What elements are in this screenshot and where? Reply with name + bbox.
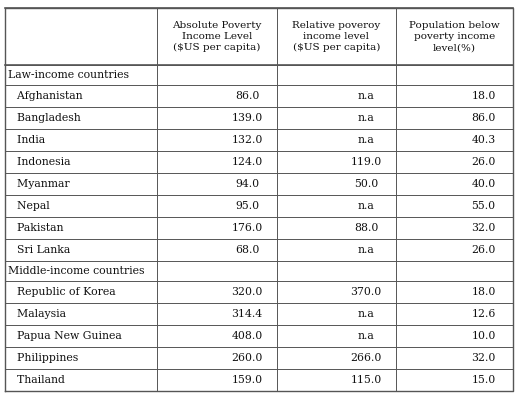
Text: Bangladesh: Bangladesh <box>10 113 81 123</box>
Text: 408.0: 408.0 <box>232 331 263 341</box>
Text: Absolute Poverty
Income Level
($US per capita): Absolute Poverty Income Level ($US per c… <box>172 21 262 52</box>
Text: 86.0: 86.0 <box>235 91 259 101</box>
Text: n.a: n.a <box>358 113 375 123</box>
Text: 86.0: 86.0 <box>471 113 496 123</box>
Text: Thailand: Thailand <box>10 375 65 385</box>
Text: n.a: n.a <box>358 331 375 341</box>
Text: 26.0: 26.0 <box>471 245 496 255</box>
Text: 40.0: 40.0 <box>471 179 496 189</box>
Text: 18.0: 18.0 <box>471 287 496 297</box>
Text: 32.0: 32.0 <box>471 353 496 363</box>
Text: Indonesia: Indonesia <box>10 157 71 167</box>
Text: 50.0: 50.0 <box>354 179 378 189</box>
Text: Sri Lanka: Sri Lanka <box>10 245 70 255</box>
Text: Republic of Korea: Republic of Korea <box>10 287 116 297</box>
Text: 32.0: 32.0 <box>471 223 496 233</box>
Text: n.a: n.a <box>358 201 375 211</box>
Text: Law-income countries: Law-income countries <box>8 70 128 80</box>
Text: 139.0: 139.0 <box>232 113 263 123</box>
Text: 260.0: 260.0 <box>231 353 263 363</box>
Text: 115.0: 115.0 <box>351 375 382 385</box>
Text: 94.0: 94.0 <box>235 179 259 189</box>
Text: 55.0: 55.0 <box>471 201 496 211</box>
Text: 40.3: 40.3 <box>471 135 496 145</box>
Text: 26.0: 26.0 <box>471 157 496 167</box>
Text: 95.0: 95.0 <box>235 201 259 211</box>
Text: India: India <box>10 135 46 145</box>
Text: 124.0: 124.0 <box>232 157 263 167</box>
Text: 159.0: 159.0 <box>232 375 263 385</box>
Text: 18.0: 18.0 <box>471 91 496 101</box>
Text: 132.0: 132.0 <box>231 135 263 145</box>
Text: Papua New Guinea: Papua New Guinea <box>10 331 122 341</box>
Text: 320.0: 320.0 <box>231 287 263 297</box>
Text: Population below
poverty income
level(%): Population below poverty income level(%) <box>409 21 500 52</box>
Text: 370.0: 370.0 <box>351 287 382 297</box>
Text: 119.0: 119.0 <box>351 157 382 167</box>
Text: 12.6: 12.6 <box>471 309 496 319</box>
Text: 176.0: 176.0 <box>232 223 263 233</box>
Text: Middle-income countries: Middle-income countries <box>8 266 144 276</box>
Text: Afghanistan: Afghanistan <box>10 91 83 101</box>
Text: 15.0: 15.0 <box>471 375 496 385</box>
Text: 314.4: 314.4 <box>232 309 263 319</box>
Text: n.a: n.a <box>358 245 375 255</box>
Text: Philippines: Philippines <box>10 353 79 363</box>
Text: Pakistan: Pakistan <box>10 223 64 233</box>
Text: 10.0: 10.0 <box>471 331 496 341</box>
Text: n.a: n.a <box>358 135 375 145</box>
Text: Nepal: Nepal <box>10 201 50 211</box>
Text: Myanmar: Myanmar <box>10 179 70 189</box>
Text: n.a: n.a <box>358 91 375 101</box>
Text: 266.0: 266.0 <box>351 353 382 363</box>
Text: n.a: n.a <box>358 309 375 319</box>
Text: Relative poveroy
income level
($US per capita): Relative poveroy income level ($US per c… <box>292 21 381 52</box>
Text: 88.0: 88.0 <box>354 223 379 233</box>
Text: 68.0: 68.0 <box>235 245 259 255</box>
Text: Malaysia: Malaysia <box>10 309 66 319</box>
